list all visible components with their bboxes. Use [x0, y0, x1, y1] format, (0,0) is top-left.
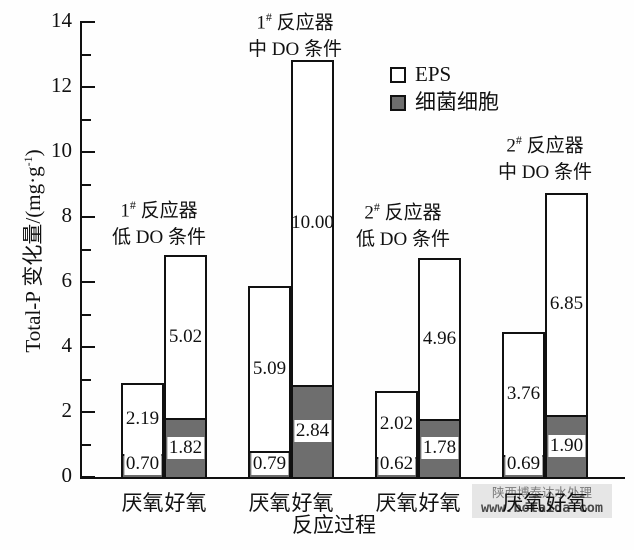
y-axis-minor-tick — [82, 184, 91, 186]
bar-value-label-eps: 10.00 — [291, 211, 334, 233]
annotation-reactor-line: 1# 反应器 — [256, 10, 334, 34]
bar-value-label-eps: 6.85 — [549, 293, 584, 314]
x-category-label: 好氧 — [545, 491, 588, 515]
y-axis-major-tick — [82, 281, 95, 283]
y-axis-tick-label: 0 — [61, 463, 73, 487]
y-axis-tick-label: 12 — [51, 73, 72, 97]
bar-value-label-bacteria-cells: 0.62 — [377, 453, 416, 475]
group-condition-annotation: 1# 反应器低 DO 条件 — [112, 192, 206, 251]
bar-value-label-bacteria-cells: 0.69 — [504, 453, 543, 475]
y-axis-minor-tick — [82, 379, 91, 381]
x-axis-line — [80, 477, 625, 479]
x-category-label: 厌氧 — [248, 491, 291, 515]
y-axis-major-tick — [82, 411, 95, 413]
annotation-do-condition-line: 低 DO 条件 — [356, 229, 450, 251]
y-axis-tick-label: 10 — [51, 138, 72, 162]
y-axis-major-tick — [82, 86, 95, 88]
bacteria-cells-swatch-icon — [390, 94, 406, 111]
bar-value-label-bacteria-cells: 2.84 — [293, 420, 332, 442]
bar-segment-eps — [248, 286, 291, 453]
y-axis-title-text: Total-P 变化量/(mg·g — [21, 166, 45, 353]
bar-value-label-eps: 2.19 — [125, 407, 160, 429]
bar-value-label-bacteria-cells: 0.70 — [123, 453, 162, 475]
legend-label-eps: EPS — [415, 62, 452, 86]
y-axis-tick-label: 2 — [61, 398, 73, 422]
y-axis-tick-label: 14 — [51, 8, 72, 32]
y-axis-major-tick — [82, 21, 95, 23]
watermark: 陕西博泰达水处理 www.botaida.com — [472, 484, 612, 518]
y-axis-minor-tick — [82, 54, 91, 56]
bar-value-label-bacteria-cells: 1.82 — [166, 437, 205, 459]
bar-value-label-eps: 4.96 — [422, 327, 457, 349]
x-category-label: 好氧 — [418, 491, 461, 515]
annotation-do-condition-line: 中 DO 条件 — [498, 162, 592, 184]
x-category-label: 好氧 — [291, 491, 334, 515]
bar-segment-eps — [545, 193, 588, 417]
y-axis-tick-label: 8 — [61, 203, 73, 227]
x-category-label: 厌氧 — [375, 491, 418, 515]
bar-value-label-eps: 5.02 — [168, 325, 203, 347]
legend-label-bacteria-cells: 细菌细胞 — [415, 90, 499, 114]
y-axis-tick-label: 4 — [61, 333, 73, 357]
group-condition-annotation: 2# 反应器中 DO 条件 — [498, 127, 592, 186]
bar-segment-eps — [502, 332, 545, 457]
y-axis-major-tick — [82, 151, 95, 153]
bar-segment-eps — [291, 60, 334, 387]
watermark-url-text: www.botaida.com — [481, 500, 603, 516]
annotation-reactor-line: 2# 反应器 — [506, 133, 584, 157]
bar-value-label-eps: 3.76 — [506, 382, 541, 404]
watermark-company-text: 陕西博泰达水处理 — [491, 486, 592, 500]
y-axis-major-tick — [82, 476, 95, 478]
bar-value-label-eps: 5.09 — [252, 357, 287, 379]
annotation-do-condition-line: 低 DO 条件 — [112, 227, 206, 249]
bar-value-label-eps: 2.02 — [379, 413, 414, 434]
annotation-reactor-line: 1# 反应器 — [120, 198, 198, 222]
x-category-label: 厌氧 — [121, 491, 164, 515]
x-category-label: 好氧 — [164, 491, 207, 515]
x-axis-title: 反应过程 — [292, 513, 376, 537]
y-axis-major-tick — [82, 346, 95, 348]
group-condition-annotation: 2# 反应器低 DO 条件 — [356, 194, 450, 253]
y-axis-minor-tick — [82, 444, 91, 446]
bar-segment-eps — [164, 255, 207, 420]
annotation-do-condition-line: 中 DO 条件 — [248, 39, 342, 61]
legend-item-eps: EPS — [390, 64, 499, 85]
bar-value-label-bacteria-cells: 1.90 — [547, 435, 586, 457]
y-axis-minor-tick — [82, 249, 91, 251]
legend: EPS 细菌细胞 — [390, 64, 499, 120]
y-axis-minor-tick — [82, 119, 91, 121]
y-axis-line — [80, 21, 82, 479]
annotation-reactor-line: 2# 反应器 — [364, 200, 442, 224]
y-axis-major-tick — [82, 216, 95, 218]
eps-swatch-icon — [390, 66, 406, 83]
legend-item-bacteria-cells: 细菌细胞 — [390, 92, 499, 113]
bar-value-label-bacteria-cells: 1.78 — [420, 437, 459, 459]
group-condition-annotation: 1# 反应器中 DO 条件 — [248, 4, 342, 63]
bar-value-label-bacteria-cells: 0.79 — [250, 453, 289, 475]
y-axis-tick-label: 6 — [61, 268, 73, 292]
x-category-label: 厌氧 — [502, 491, 545, 515]
bar-segment-eps — [418, 258, 461, 421]
y-axis-minor-tick — [82, 314, 91, 316]
